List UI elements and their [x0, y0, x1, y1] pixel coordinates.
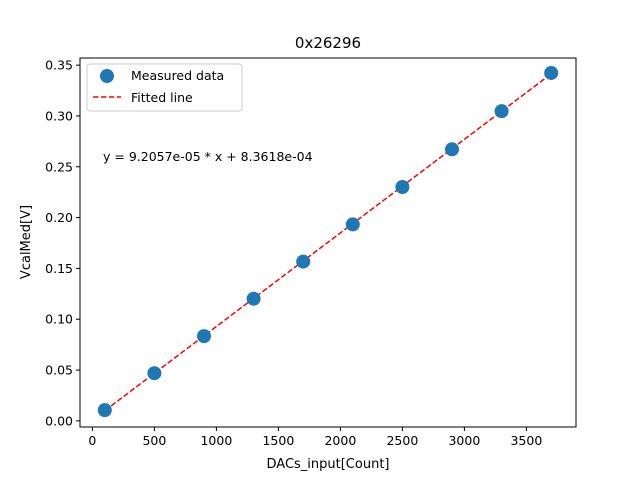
plot-frame [79, 57, 577, 428]
data-point [494, 104, 509, 119]
x-tick-label: 3000 [448, 433, 480, 448]
legend: Measured data Fitted line [86, 63, 243, 112]
x-axis: 0 500 1000 1500 2000 2500 3000 3500 [88, 427, 542, 448]
legend-box [86, 63, 243, 112]
chart-title: 0x26296 [295, 34, 361, 52]
x-tick-label: 1000 [200, 433, 232, 448]
x-tick-label: 2000 [324, 433, 356, 448]
data-point [544, 65, 559, 80]
data-point [197, 329, 211, 344]
y-tick-label: 0.10 [45, 312, 73, 327]
fitted-line [104, 73, 552, 412]
y-tick-label: 0.30 [45, 108, 73, 123]
data-point [296, 254, 311, 269]
x-tick-label: 1500 [262, 433, 294, 448]
fit-equation-annotation: y = 9.2057e-05 * x + 8.3618e-04 [103, 149, 313, 164]
data-point [246, 291, 261, 306]
legend-label-fitted: Fitted line [131, 90, 193, 105]
x-axis-label: DACs_input[Count] [267, 457, 390, 472]
y-axis: 0.00 0.05 0.10 0.15 0.20 0.25 0.30 0.35 [45, 58, 80, 428]
legend-marker-measured [100, 69, 114, 83]
y-tick-label: 0.25 [45, 159, 73, 174]
data-point [345, 217, 360, 232]
legend-label-measured: Measured data [131, 68, 224, 83]
x-tick-label: 0 [88, 433, 96, 448]
x-tick-label: 2500 [386, 433, 418, 448]
y-tick-label: 0.15 [45, 261, 73, 276]
data-point [395, 179, 410, 194]
x-tick-label: 500 [142, 433, 166, 448]
y-axis-label: VcalMed[V] [19, 205, 34, 279]
data-point [147, 366, 162, 381]
y-tick-label: 0.20 [45, 210, 73, 225]
plot-area [97, 65, 559, 418]
data-point [445, 142, 459, 157]
data-point [97, 403, 112, 418]
y-tick-label: 0.05 [45, 363, 73, 378]
y-tick-label: 0.00 [45, 413, 73, 428]
y-tick-label: 0.35 [45, 58, 73, 73]
x-tick-label: 3500 [510, 433, 542, 448]
